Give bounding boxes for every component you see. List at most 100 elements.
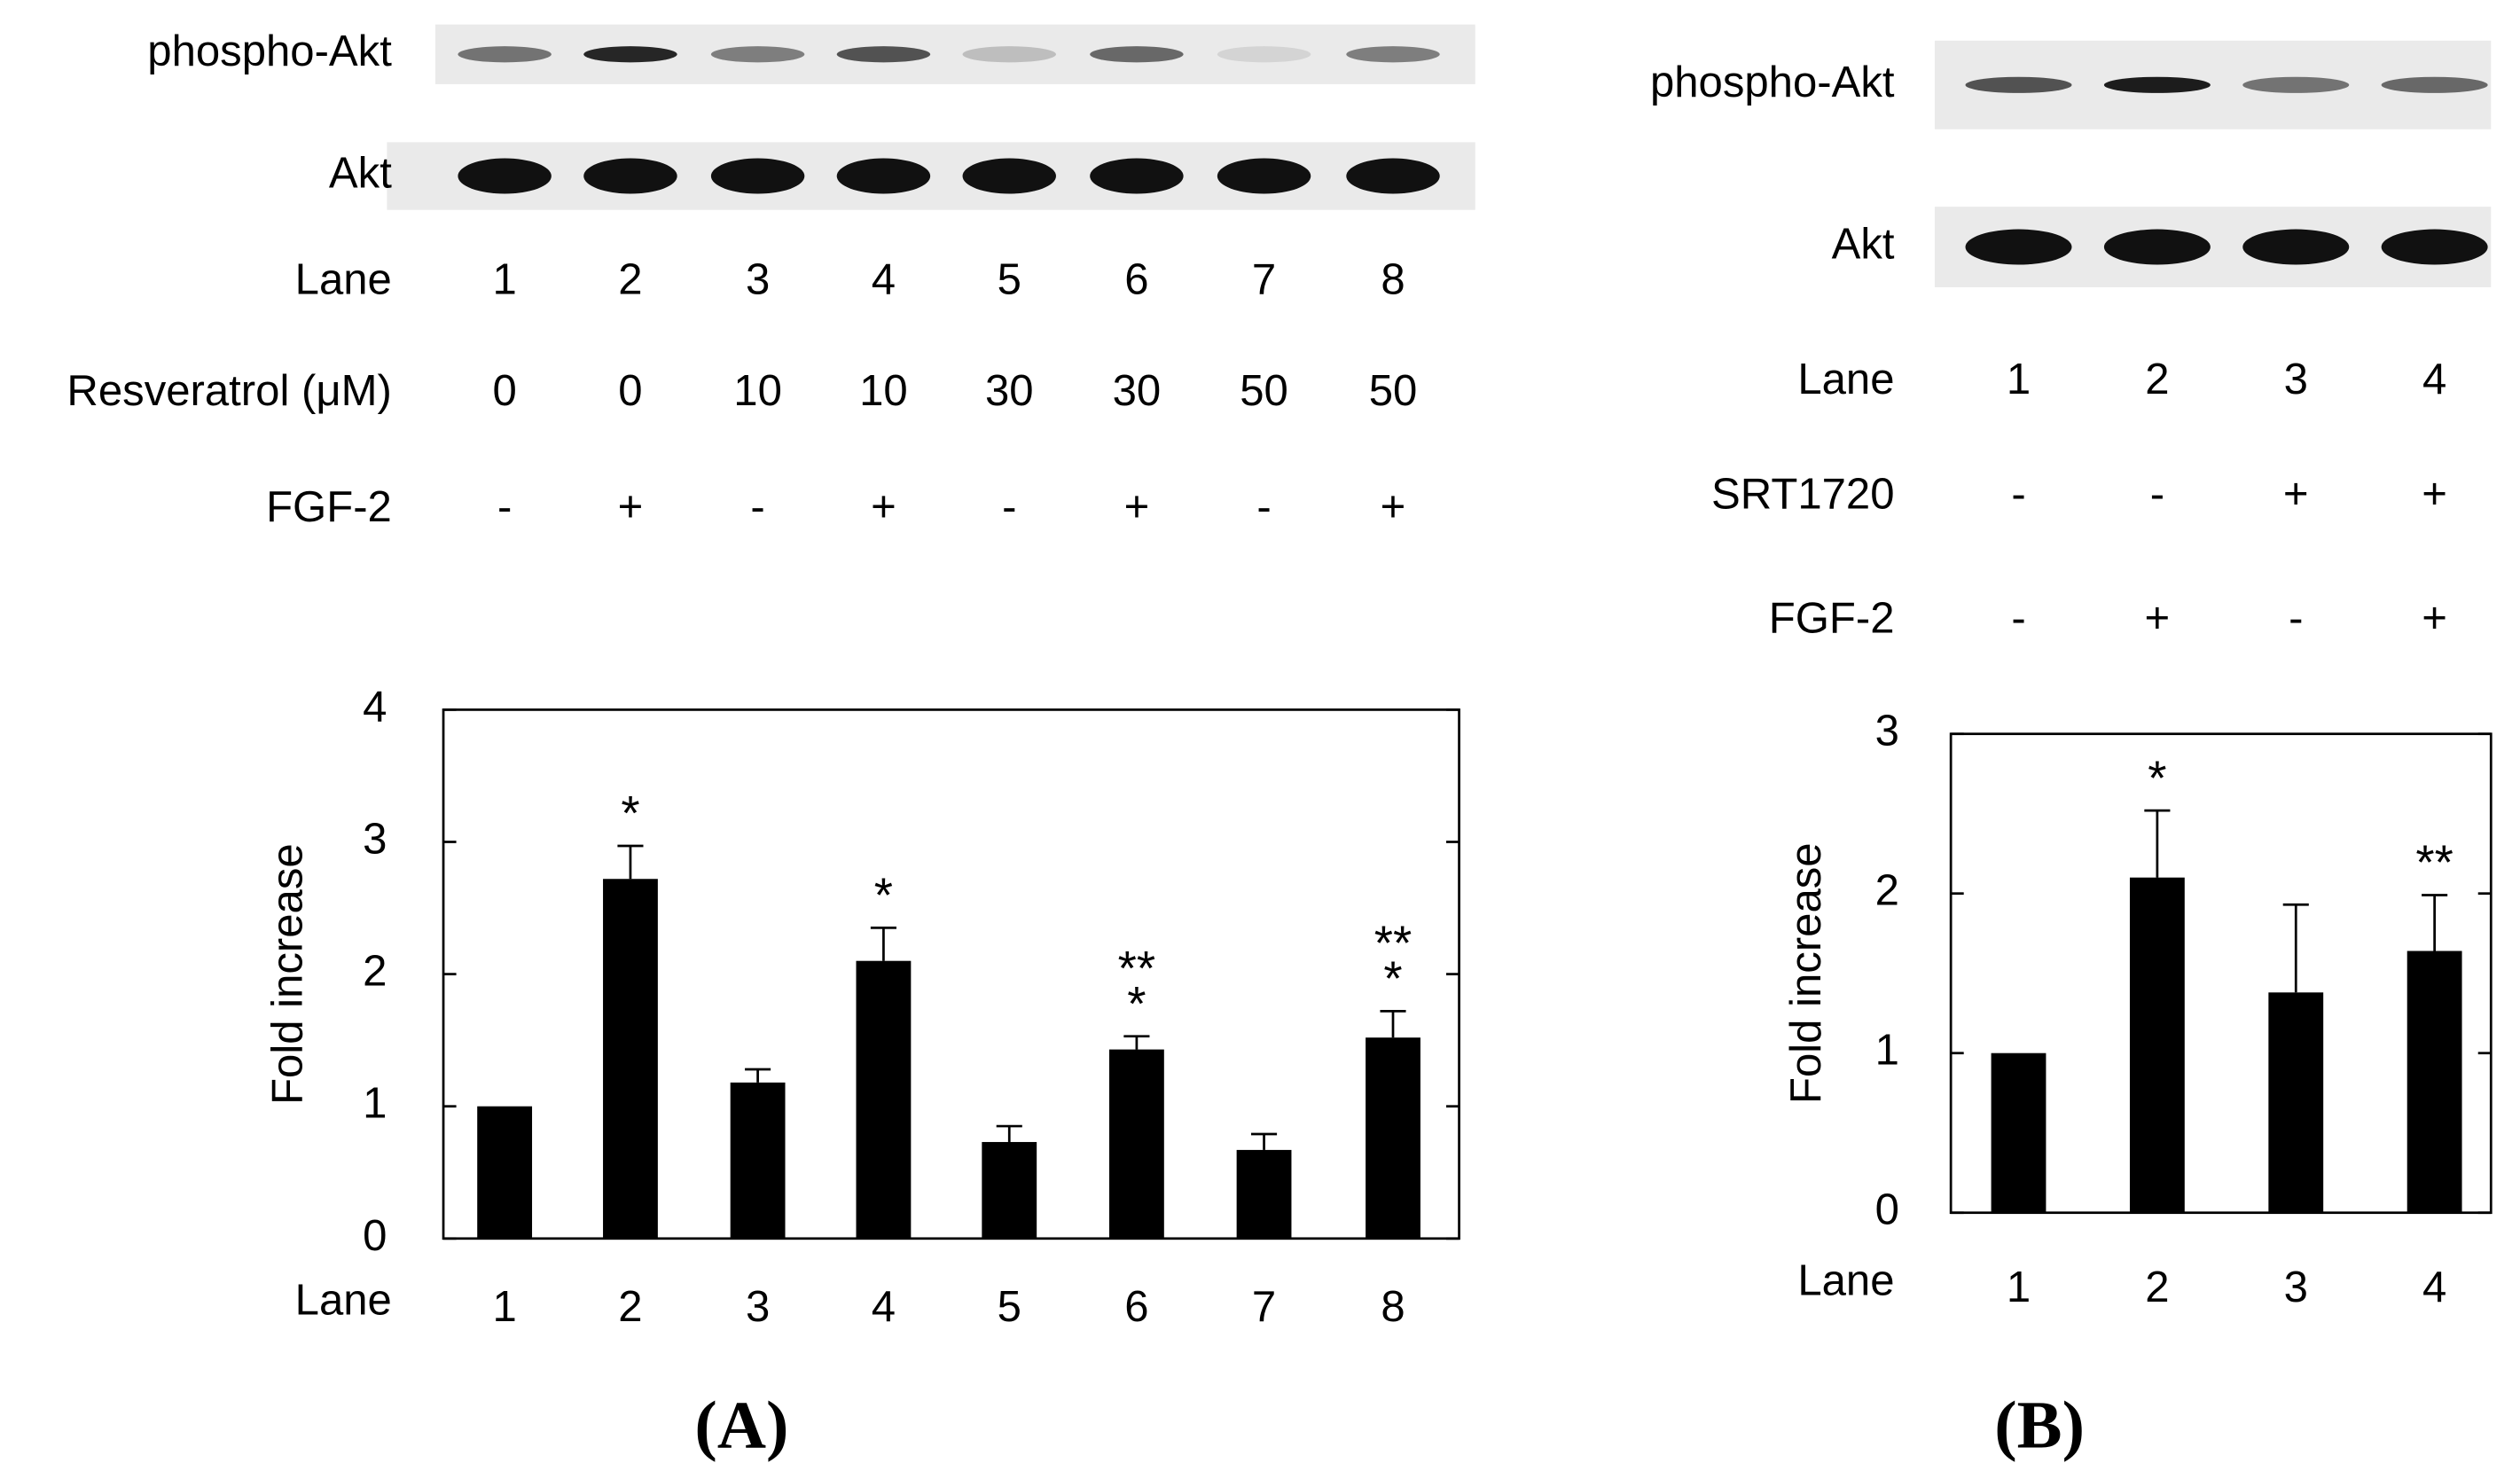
x-tick-label: 4 — [872, 1283, 896, 1331]
blot-band — [836, 46, 931, 63]
condition-value: 50 — [1369, 367, 1418, 415]
panel-label: (A) — [694, 1388, 788, 1463]
lane-number: 4 — [2422, 356, 2446, 403]
lane-number: 3 — [746, 256, 770, 304]
x-tick-label: 3 — [746, 1283, 770, 1331]
x-tick-label: 2 — [2145, 1264, 2169, 1311]
blot-band — [458, 46, 552, 63]
lane-number: 4 — [872, 256, 896, 304]
condition-value: + — [1124, 483, 1150, 531]
significance-mark: * — [1127, 976, 1146, 1030]
condition-value: - — [2011, 594, 2025, 642]
significance-mark: * — [621, 786, 639, 841]
condition-value: - — [1256, 483, 1271, 531]
blot-label: phospho-Akt — [147, 27, 392, 75]
condition-value: - — [2011, 470, 2025, 518]
bar — [603, 879, 658, 1239]
y-tick-label: 0 — [1875, 1186, 1899, 1234]
condition-value: + — [871, 483, 896, 531]
condition-value: + — [618, 483, 644, 531]
condition-value: 10 — [733, 367, 782, 415]
y-tick-label: 0 — [363, 1212, 387, 1260]
significance-mark: * — [874, 868, 893, 922]
blot-band — [1965, 229, 2072, 265]
bar — [1236, 1149, 1292, 1239]
x-tick-label: 5 — [998, 1283, 1021, 1331]
bar — [1366, 1037, 1420, 1239]
plot-frame — [1949, 732, 2493, 1215]
x-tick-label: 7 — [1252, 1283, 1276, 1331]
blot-band — [1346, 158, 1440, 194]
condition-label: Resveratrol (μM) — [67, 367, 391, 415]
blot-band — [1217, 158, 1311, 194]
significance-mark: * — [1383, 951, 1402, 1005]
y-axis-label: Fold increase — [1782, 842, 1830, 1104]
bar — [1991, 1052, 2047, 1213]
y-tick-label: 3 — [363, 815, 387, 863]
bar — [2407, 951, 2462, 1213]
blot-band — [1090, 158, 1184, 194]
bar — [982, 1141, 1037, 1239]
significance-mark: ** — [1374, 916, 1412, 970]
condition-value: - — [497, 483, 512, 531]
blot-band — [1965, 76, 2072, 93]
y-axis-label: Fold increase — [263, 843, 311, 1105]
y-tick-label: 2 — [363, 948, 387, 996]
x-tick-label: 1 — [2007, 1264, 2031, 1311]
blot-band — [1090, 46, 1184, 63]
blot-band — [1217, 46, 1311, 63]
condition-value: + — [2422, 594, 2447, 642]
condition-value: 30 — [1113, 367, 1162, 415]
blot-label: Akt — [329, 150, 392, 198]
condition-value: 30 — [985, 367, 1034, 415]
lane-number: 1 — [492, 256, 516, 304]
plot-frame — [442, 708, 1460, 1240]
lane-number: 5 — [998, 256, 1021, 304]
blot-band — [2381, 229, 2488, 265]
y-tick-label: 1 — [363, 1080, 387, 1128]
blot-band — [836, 158, 931, 194]
lane-label: Lane — [1797, 356, 1894, 403]
blot-band — [583, 46, 677, 63]
bar — [1108, 1049, 1164, 1239]
bar — [730, 1082, 786, 1239]
condition-label: FGF-2 — [1769, 594, 1895, 642]
blot-band — [2103, 76, 2211, 93]
blot-band — [710, 158, 805, 194]
condition-value: + — [2422, 470, 2447, 518]
significance-mark: ** — [2415, 835, 2453, 889]
x-tick-label: 2 — [618, 1283, 642, 1331]
lane-number: 6 — [1124, 256, 1148, 304]
condition-value: + — [2283, 470, 2309, 518]
condition-value: - — [1002, 483, 1016, 531]
lane-number: 3 — [2284, 356, 2308, 403]
lane-number: 1 — [2007, 356, 2031, 403]
lane-number: 7 — [1252, 256, 1276, 304]
x-tick-label: 3 — [2284, 1264, 2308, 1311]
condition-label: FGF-2 — [266, 483, 392, 531]
bar — [477, 1106, 533, 1239]
y-tick-label: 2 — [1875, 867, 1899, 915]
y-tick-label: 4 — [363, 683, 387, 731]
condition-value: - — [2150, 470, 2164, 518]
condition-value: + — [2145, 594, 2171, 642]
blot-band — [710, 46, 805, 63]
significance-mark: * — [2148, 751, 2166, 805]
blot-band — [458, 158, 552, 194]
blot-band — [962, 158, 1056, 194]
condition-label: SRT1720 — [1711, 470, 1894, 518]
x-tick-label: 1 — [492, 1283, 516, 1331]
bar — [856, 960, 912, 1239]
blot-band — [583, 158, 677, 194]
lane-number: 2 — [2145, 356, 2169, 403]
blot-band — [2103, 229, 2211, 265]
blot-label: Akt — [1832, 221, 1895, 269]
blot-label: phospho-Akt — [1650, 59, 1895, 106]
blot-band — [1346, 46, 1440, 63]
lane-number: 2 — [618, 256, 642, 304]
x-axis-label: Lane — [295, 1277, 392, 1325]
condition-value: 50 — [1240, 367, 1288, 415]
bar — [2268, 992, 2324, 1213]
